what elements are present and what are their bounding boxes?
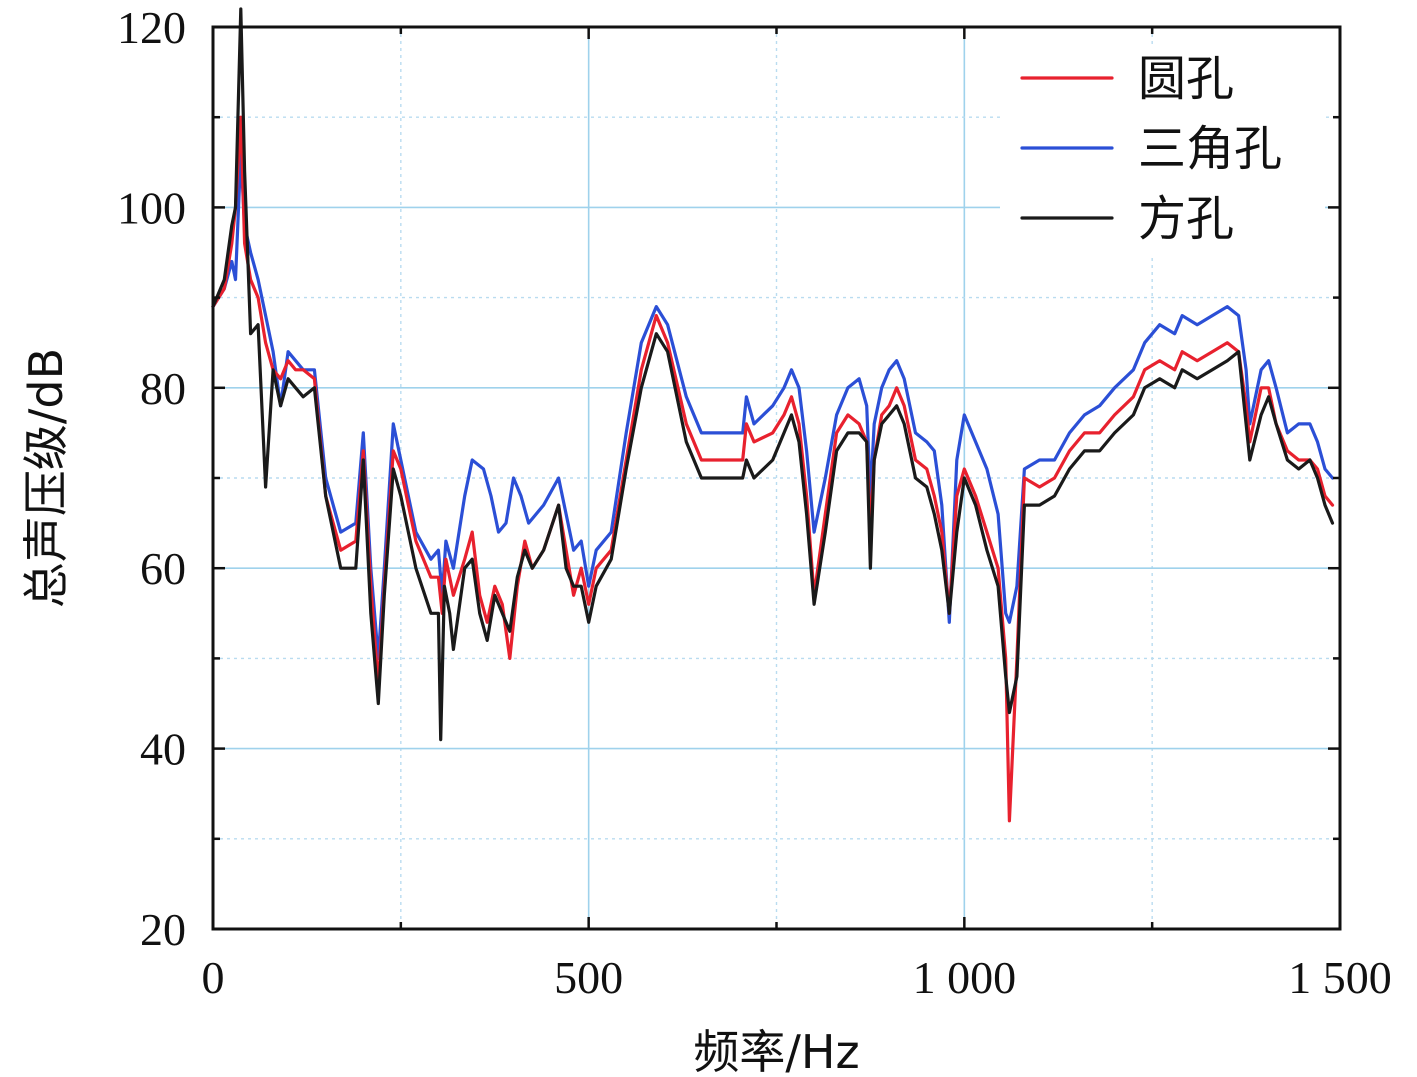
- y-tick-label: 60: [140, 543, 186, 594]
- y-tick-label: 120: [117, 2, 186, 53]
- x-tick-label: 500: [554, 952, 623, 1003]
- x-axis-title: 频率/Hz: [693, 1025, 859, 1077]
- x-tick-label: 0: [202, 952, 225, 1003]
- legend-label-triangle-hole: 三角孔: [1138, 121, 1282, 177]
- series-line-square-hole: [211, 7, 1335, 742]
- x-tick-label: 1 500: [1288, 952, 1392, 1003]
- legend-background: [1000, 45, 1325, 255]
- x-tick-label: 1 000: [913, 952, 1017, 1003]
- legend-label-round-hole: 圆孔: [1138, 51, 1234, 107]
- axis-ticks: [211, 25, 1342, 931]
- y-tick-label: 20: [140, 904, 186, 955]
- y-tick-label: 80: [140, 363, 186, 414]
- y-axis-title: 总声压级/dB: [19, 348, 73, 608]
- tick-labels: 0 500 1 000 1 500 20 40 60 80 100 120: [117, 2, 1392, 1003]
- legend: 圆孔 三角孔 方孔: [1000, 45, 1325, 255]
- series-layer: [211, 7, 1335, 823]
- y-tick-label: 40: [140, 724, 186, 775]
- legend-label-square-hole: 方孔: [1138, 191, 1234, 247]
- y-tick-label: 100: [117, 182, 186, 233]
